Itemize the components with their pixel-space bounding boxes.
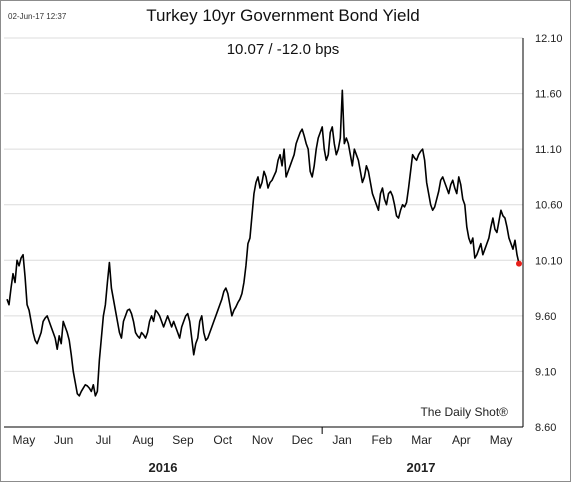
- x-tick-label: Jul: [96, 433, 111, 447]
- x-tick-label: Aug: [133, 433, 154, 447]
- x-tick-label: May: [13, 433, 36, 447]
- x-tick-label: Mar: [411, 433, 432, 447]
- last-value-point: [516, 260, 522, 267]
- x-tick-label: Oct: [213, 433, 232, 447]
- x-tick-label: Jan: [332, 433, 351, 447]
- credit-label: The Daily Shot®: [420, 405, 508, 419]
- year-label-2016: 2016: [149, 460, 178, 475]
- y-tick-label: 9.60: [535, 311, 556, 323]
- year-label-2017: 2017: [407, 460, 436, 475]
- y-tick-label: 11.60: [535, 89, 562, 101]
- series-line: [6, 89, 520, 397]
- timestamp: 02-Jun-17 12:37: [8, 12, 67, 21]
- y-tick-label: 10.10: [535, 255, 563, 267]
- chart-title: Turkey 10yr Government Bond Yield: [146, 6, 419, 25]
- x-tick-label: Jun: [54, 433, 73, 447]
- x-tick-label: May: [490, 433, 513, 447]
- y-tick-label: 10.60: [535, 200, 563, 212]
- y-tick-label: 12.10: [535, 33, 563, 45]
- y-tick-label: 9.10: [535, 366, 556, 378]
- y-tick-label: 8.60: [535, 422, 556, 434]
- x-tick-label: Sep: [172, 433, 194, 447]
- x-tick-label: Dec: [292, 433, 313, 447]
- x-tick-label: Nov: [252, 433, 273, 447]
- x-tick-label: Apr: [452, 433, 471, 447]
- chart-subtitle: 10.07 / -12.0 bps: [227, 41, 340, 58]
- y-tick-label: 11.10: [535, 144, 562, 156]
- x-tick-label: Feb: [371, 433, 392, 447]
